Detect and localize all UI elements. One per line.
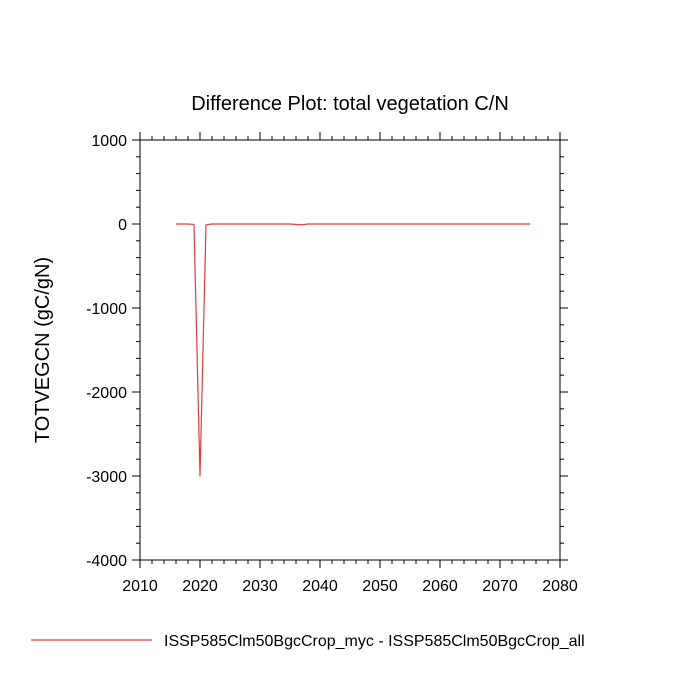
- plot-frame: [139, 139, 561, 561]
- x-tick-label: 2030: [242, 578, 278, 595]
- x-tick-label: 2010: [122, 578, 158, 595]
- x-tick-label: 2060: [422, 578, 458, 595]
- y-tick-label: -1000: [86, 301, 127, 318]
- chart-title: Difference Plot: total vegetation C/N: [191, 93, 509, 115]
- y-axis-label: TOTVEGCN (gC/gN): [32, 257, 54, 443]
- x-tick-label: 2050: [362, 578, 398, 595]
- y-tick-label: 1000: [91, 133, 127, 150]
- y-tick-label: 0: [118, 217, 127, 234]
- x-tick-label: 2020: [182, 578, 218, 595]
- series-group: [176, 223, 530, 477]
- legend: ISSP585Clm50BgcCrop_myc - ISSP585Clm50Bg…: [31, 633, 585, 650]
- axis-ticks: [132, 132, 568, 568]
- legend-label: ISSP585Clm50BgcCrop_myc - ISSP585Clm50Bg…: [164, 633, 585, 650]
- axis-tick-labels: 2010 2020 2030 2040 2050 2060 2070 2080 -4000 -30…: [86, 133, 578, 595]
- y-tick-label: -3000: [86, 469, 127, 486]
- x-tick-label: 2070: [482, 578, 518, 595]
- x-tick-label: 2080: [542, 578, 578, 595]
- y-tick-label: -2000: [86, 385, 127, 402]
- x-tick-label: 2040: [302, 578, 338, 595]
- series-line: [176, 223, 530, 477]
- y-tick-label: -4000: [86, 553, 127, 570]
